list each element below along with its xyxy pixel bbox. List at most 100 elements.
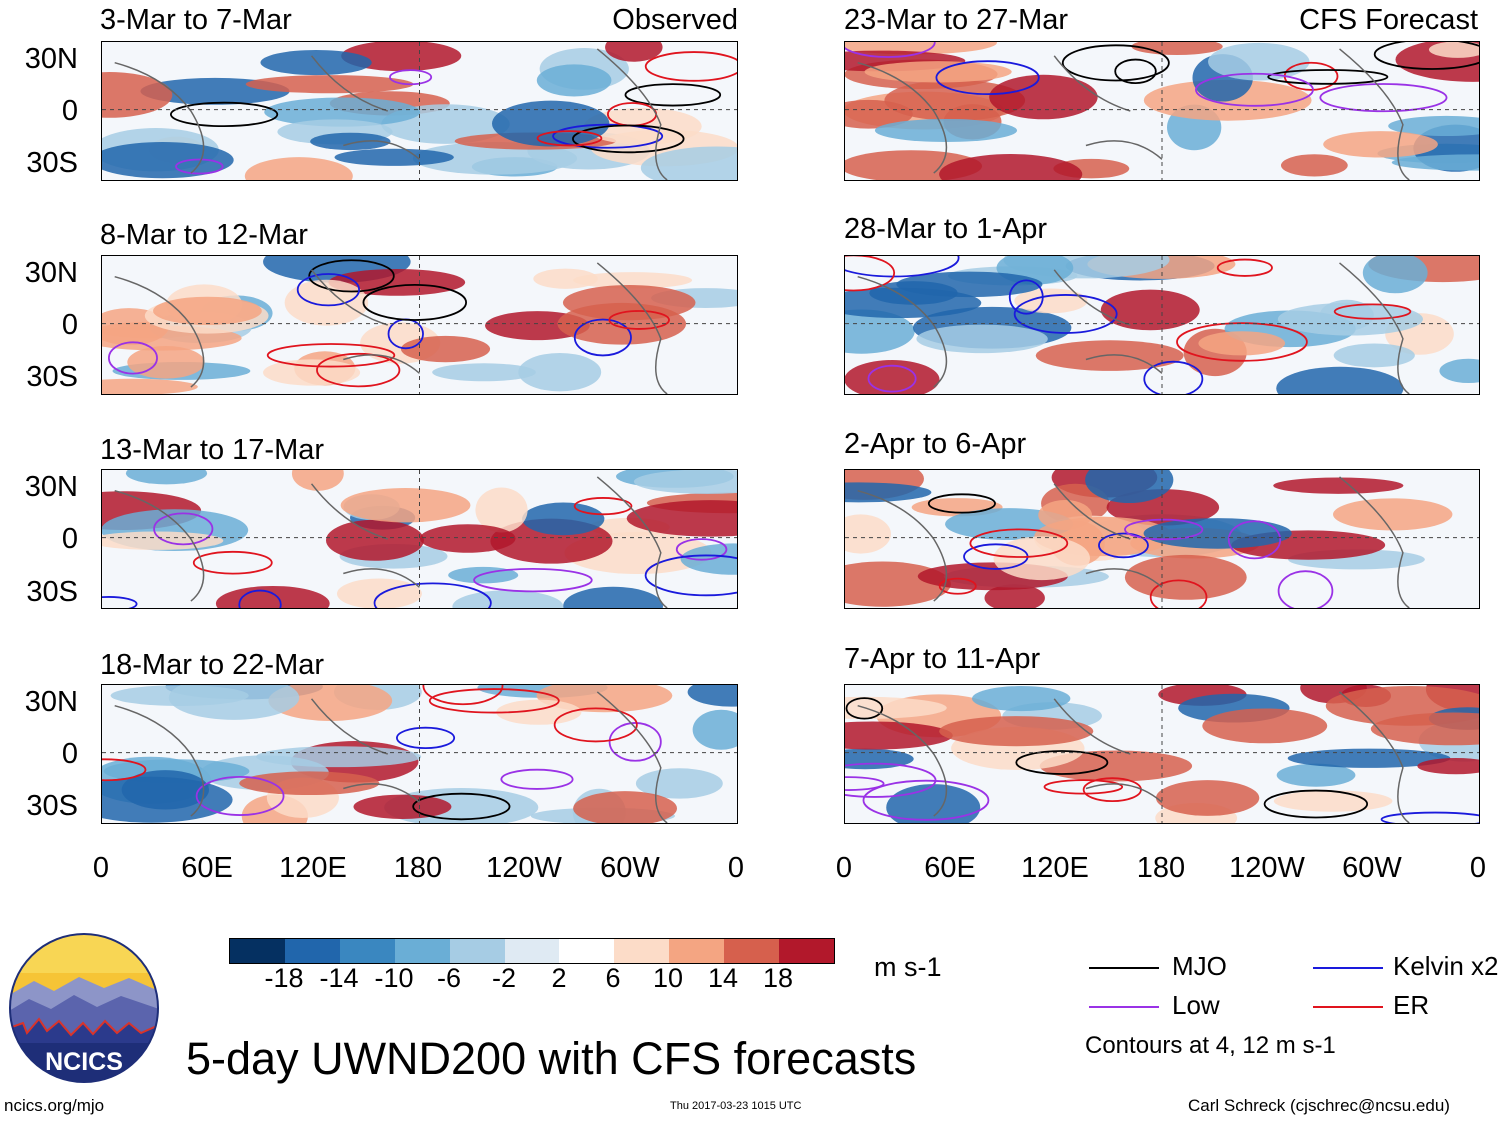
wave-contour (238, 589, 282, 608)
panel-title: 8-Mar to 12-Mar (100, 219, 308, 251)
colorbar-swatch (504, 939, 560, 963)
wind-anomaly-blob (563, 586, 663, 608)
legend-swatch-er (1313, 1006, 1383, 1008)
wind-anomaly-blob (533, 268, 598, 289)
colorbar-tick: -18 (264, 963, 304, 993)
wind-anomaly-blob (1124, 554, 1247, 600)
wave-contour (316, 352, 401, 388)
legend-label-kelvin: Kelvin x2 (1393, 951, 1499, 981)
wind-anomaly-blob (1155, 780, 1260, 816)
wind-anomaly-blob (845, 721, 953, 750)
wave-contour (1176, 322, 1308, 362)
wave-contour (192, 550, 273, 575)
panel-title: 3-Mar to 7-Mar (100, 4, 292, 36)
wave-contour (1143, 360, 1204, 394)
wind-anomaly-blob (239, 771, 380, 796)
colorbar-swatch (284, 939, 340, 963)
wind-anomaly-blob (268, 685, 393, 721)
wind-anomaly-blob (573, 272, 693, 289)
wave-contour (1380, 811, 1479, 823)
colorbar-tick: 6 (605, 963, 621, 993)
panel-source-label: CFS Forecast (1299, 4, 1478, 36)
wave-contour (969, 528, 1069, 558)
wind-anomaly-blob (1276, 763, 1356, 787)
panel-title: 28-Mar to 1-Apr (844, 213, 1048, 245)
wind-anomaly-blob (845, 99, 913, 129)
wind-anomaly-blob (1362, 256, 1428, 294)
wind-anomaly-blob (310, 132, 391, 151)
wave-contour (1216, 258, 1273, 277)
ncics-logo: NCICS (9, 933, 159, 1083)
wave-contour (1124, 518, 1204, 541)
main-title: 5-day UWND200 with CFS forecasts (186, 1033, 917, 1084)
wind-anomaly-blob (400, 335, 491, 363)
lon-label: 60E (181, 852, 233, 884)
colorbar-tick: 14 (707, 963, 739, 993)
wind-anomaly-blob (874, 118, 1018, 143)
wave-contour (1277, 570, 1334, 608)
wave-contour (644, 51, 737, 82)
author-credit: Carl Schreck (cjschrec@ncsu.edu) (1188, 1096, 1450, 1115)
wave-contour (389, 69, 433, 86)
wind-anomaly-blob (102, 141, 234, 179)
wave-contour (644, 554, 737, 597)
wave-contour (624, 83, 722, 107)
coastline (857, 691, 1410, 823)
wind-anomaly-blob (110, 685, 249, 706)
lon-label: 0 (835, 852, 853, 884)
wind-anomaly-blob (916, 324, 1048, 354)
lon-label: 120W (1229, 852, 1305, 884)
colorbar-swatch (724, 939, 780, 963)
colorbar-tick: 10 (652, 963, 684, 993)
colorbar-swatch (779, 939, 834, 963)
lon-label: 120W (486, 852, 562, 884)
wind-anomaly-blob (353, 794, 452, 819)
wave-contour (428, 688, 560, 714)
wind-anomaly-blob (605, 42, 663, 62)
map-field (101, 41, 738, 181)
wind-anomaly-blob (1417, 757, 1479, 775)
logo-text: NCICS (45, 1048, 123, 1076)
wave-contour (862, 779, 990, 821)
wave-contour (266, 343, 396, 368)
wind-anomaly-blob (102, 72, 173, 118)
wind-anomaly-blob (492, 100, 610, 147)
wind-anomaly-blob (1428, 42, 1479, 58)
colorbar-swatch (449, 939, 505, 963)
wind-anomaly-blob (989, 74, 1098, 120)
colorbar-swatch (614, 939, 670, 963)
site-link[interactable]: ncics.org/mjo (4, 1096, 105, 1115)
lon-label: 60E (924, 852, 976, 884)
wind-anomaly-blob (993, 536, 1091, 581)
coastline (857, 476, 1410, 608)
wind-anomaly-blob (845, 696, 947, 719)
wind-anomaly-blob (419, 524, 516, 553)
coastline (114, 691, 668, 823)
wave-contour (845, 776, 885, 791)
colorbar-tick: 2 (551, 963, 567, 993)
wind-anomaly-blob (1273, 790, 1393, 812)
wind-anomaly-blob (336, 578, 422, 608)
wind-anomaly-blob (496, 699, 582, 725)
wave-contour (153, 512, 214, 546)
map-field (844, 255, 1480, 395)
wind-anomaly-blob (1208, 42, 1310, 81)
colorbar-tick: -10 (374, 963, 414, 993)
wind-anomaly-blob (536, 64, 612, 97)
legend-swatch-mjo (1089, 967, 1159, 969)
wave-contour (396, 726, 456, 750)
wind-anomaly-blob (328, 268, 466, 296)
legend-swatch-kelvin (1313, 967, 1383, 969)
wind-anomaly-blob (475, 487, 528, 533)
colorbar-swatch (559, 939, 615, 963)
wave-contour (573, 318, 632, 357)
wave-contour (1227, 520, 1282, 560)
legend-label-mjo: MJO (1172, 951, 1227, 981)
wind-anomaly-blob (340, 488, 471, 523)
wind-anomaly-blob (102, 378, 198, 394)
wave-contour (927, 493, 996, 514)
wave-contour (1114, 58, 1157, 85)
colorbar-swatch (394, 939, 450, 963)
lat-label: 0 (61, 738, 78, 770)
lon-label: 60W (1342, 852, 1402, 884)
